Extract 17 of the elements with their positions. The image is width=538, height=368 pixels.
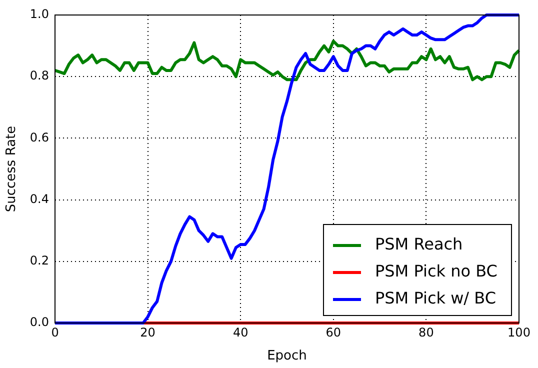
y-tick-label: 0.6 [30,130,49,144]
x-axis-title: Epoch [267,348,307,364]
x-tick-label: 100 [508,325,530,340]
x-tick-label: 80 [418,325,434,340]
legend-label: PSM Reach [375,234,463,254]
y-tick-label: 0.8 [30,68,49,83]
x-tick-label: 60 [326,325,342,340]
y-axis-title: Success Rate [4,126,20,212]
legend-label: PSM Pick no BC [375,262,498,281]
y-tick-label: 0.4 [30,192,49,206]
y-tick-label: 1.0 [30,7,49,22]
y-tick-label: 0.0 [30,315,49,330]
y-tick-label: 0.2 [30,254,49,268]
legend-label: PSM Pick w/ BC [375,288,496,308]
x-tick-label: 40 [232,325,248,340]
x-tick-label: 0 [51,325,59,340]
x-tick-label: 20 [140,325,156,340]
